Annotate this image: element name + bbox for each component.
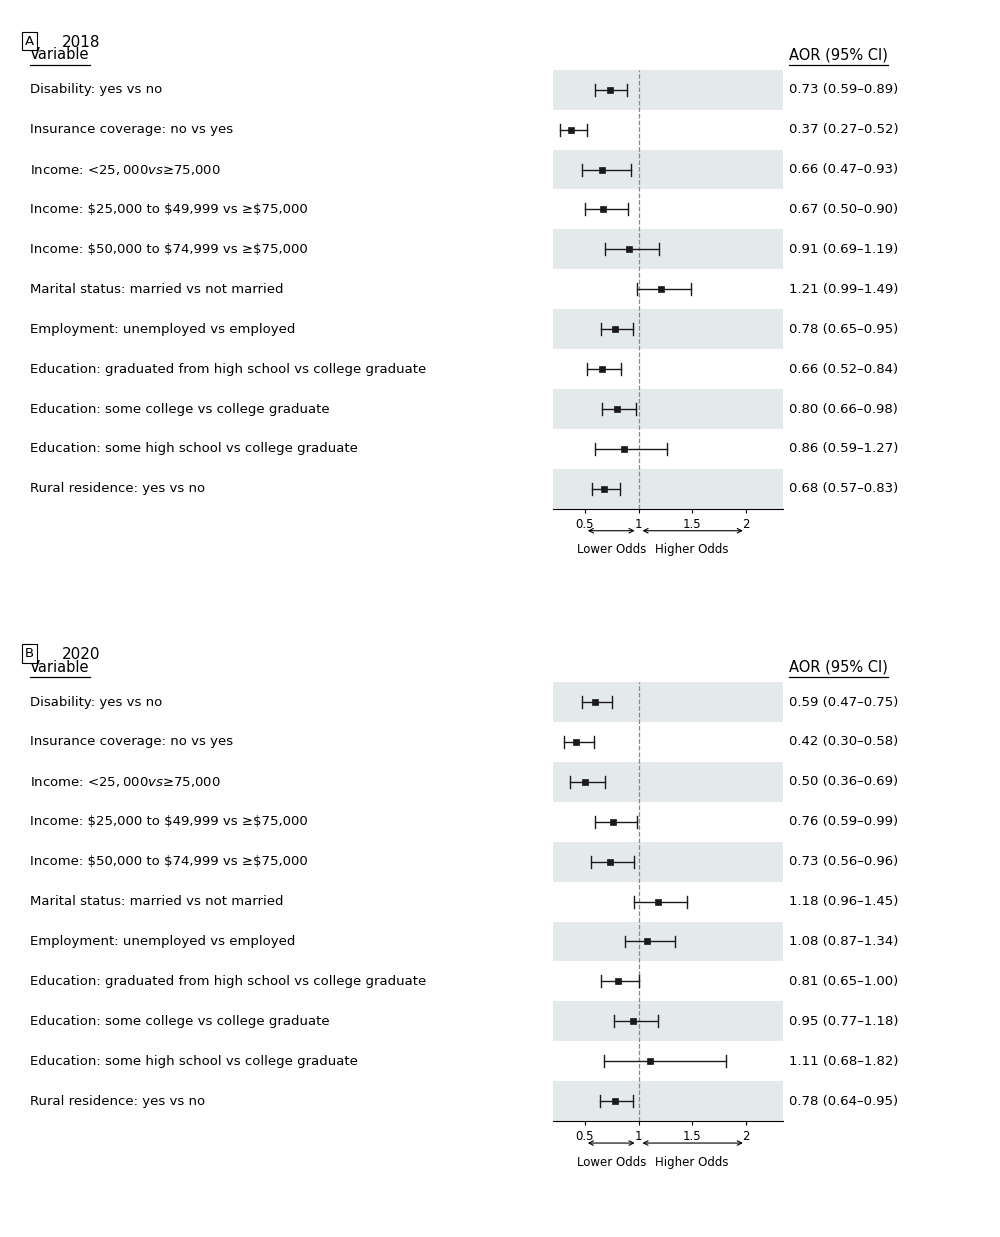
Text: B: B bbox=[25, 647, 34, 661]
Bar bbox=[553, 349, 783, 390]
Text: Rural residence: yes vs no: Rural residence: yes vs no bbox=[30, 1095, 205, 1107]
Text: 0.78 (0.65–0.95): 0.78 (0.65–0.95) bbox=[789, 323, 898, 335]
Text: Income: $25,000 to $49,999 vs ≥$75,000: Income: $25,000 to $49,999 vs ≥$75,000 bbox=[30, 203, 308, 216]
Text: Marital status: married vs not married: Marital status: married vs not married bbox=[30, 896, 284, 908]
Text: 0.80 (0.66–0.98): 0.80 (0.66–0.98) bbox=[789, 402, 898, 416]
Text: Education: graduated from high school vs college graduate: Education: graduated from high school vs… bbox=[30, 362, 426, 376]
Text: Lower Odds: Lower Odds bbox=[577, 543, 646, 557]
Text: 0.59 (0.47–0.75): 0.59 (0.47–0.75) bbox=[789, 695, 899, 709]
Bar bbox=[553, 722, 783, 762]
Text: 0.68 (0.57–0.83): 0.68 (0.57–0.83) bbox=[789, 482, 898, 495]
Text: 0.95 (0.77–1.18): 0.95 (0.77–1.18) bbox=[789, 1014, 899, 1028]
Bar bbox=[553, 189, 783, 229]
Bar bbox=[553, 229, 783, 270]
Text: Variable: Variable bbox=[30, 659, 90, 674]
Bar bbox=[553, 841, 783, 882]
Text: Employment: unemployed vs employed: Employment: unemployed vs employed bbox=[30, 323, 295, 335]
Bar bbox=[553, 802, 783, 841]
Text: 1.11 (0.68–1.82): 1.11 (0.68–1.82) bbox=[789, 1055, 899, 1068]
Text: Income: $50,000 to $74,999 vs ≥$75,000: Income: $50,000 to $74,999 vs ≥$75,000 bbox=[30, 242, 308, 256]
Text: Income: $25,000 to $49,999 vs ≥$75,000: Income: $25,000 to $49,999 vs ≥$75,000 bbox=[30, 815, 308, 829]
Bar bbox=[553, 69, 783, 110]
Text: A: A bbox=[25, 35, 34, 48]
Text: Employment: unemployed vs employed: Employment: unemployed vs employed bbox=[30, 935, 295, 948]
Text: 0.73 (0.59–0.89): 0.73 (0.59–0.89) bbox=[789, 83, 898, 96]
Text: 0.42 (0.30–0.58): 0.42 (0.30–0.58) bbox=[789, 736, 898, 748]
Text: 0.76 (0.59–0.99): 0.76 (0.59–0.99) bbox=[789, 815, 898, 829]
Text: Higher Odds: Higher Odds bbox=[655, 1155, 729, 1169]
Text: Lower Odds: Lower Odds bbox=[577, 1155, 646, 1169]
Text: 0.73 (0.56–0.96): 0.73 (0.56–0.96) bbox=[789, 855, 898, 868]
Text: Education: some high school vs college graduate: Education: some high school vs college g… bbox=[30, 1055, 358, 1068]
Text: Rural residence: yes vs no: Rural residence: yes vs no bbox=[30, 482, 205, 495]
Bar bbox=[553, 922, 783, 961]
Text: Disability: yes vs no: Disability: yes vs no bbox=[30, 83, 162, 96]
Text: Education: some college vs college graduate: Education: some college vs college gradu… bbox=[30, 1014, 330, 1028]
Text: Education: some high school vs college graduate: Education: some high school vs college g… bbox=[30, 443, 358, 455]
Text: 1.21 (0.99–1.49): 1.21 (0.99–1.49) bbox=[789, 283, 899, 296]
Bar bbox=[553, 762, 783, 802]
Text: 0.81 (0.65–1.00): 0.81 (0.65–1.00) bbox=[789, 975, 898, 988]
Bar bbox=[553, 270, 783, 309]
Text: Variable: Variable bbox=[30, 47, 90, 62]
Bar bbox=[553, 682, 783, 722]
Text: 0.78 (0.64–0.95): 0.78 (0.64–0.95) bbox=[789, 1095, 898, 1107]
Text: Disability: yes vs no: Disability: yes vs no bbox=[30, 695, 162, 709]
Bar bbox=[553, 429, 783, 469]
Bar bbox=[553, 1042, 783, 1081]
Text: 0.86 (0.59–1.27): 0.86 (0.59–1.27) bbox=[789, 443, 899, 455]
Text: 2018: 2018 bbox=[62, 35, 100, 49]
Text: 0.66 (0.52–0.84): 0.66 (0.52–0.84) bbox=[789, 362, 898, 376]
Text: Income: $50,000 to $74,999 vs ≥$75,000: Income: $50,000 to $74,999 vs ≥$75,000 bbox=[30, 855, 308, 868]
Bar bbox=[553, 309, 783, 349]
Bar bbox=[553, 469, 783, 508]
Text: 0.67 (0.50–0.90): 0.67 (0.50–0.90) bbox=[789, 203, 898, 216]
Text: Higher Odds: Higher Odds bbox=[655, 543, 729, 557]
Text: Marital status: married vs not married: Marital status: married vs not married bbox=[30, 283, 284, 296]
Text: 0.50 (0.36–0.69): 0.50 (0.36–0.69) bbox=[789, 776, 898, 788]
Text: AOR (95% CI): AOR (95% CI) bbox=[789, 659, 888, 674]
Bar bbox=[553, 882, 783, 922]
Bar bbox=[553, 390, 783, 429]
Text: Insurance coverage: no vs yes: Insurance coverage: no vs yes bbox=[30, 736, 233, 748]
Bar bbox=[553, 1081, 783, 1121]
Text: Income: <$25,000 vs ≥$75,000: Income: <$25,000 vs ≥$75,000 bbox=[30, 774, 221, 789]
Text: Education: some college vs college graduate: Education: some college vs college gradu… bbox=[30, 402, 330, 416]
Text: Income: <$25,000 vs ≥$75,000: Income: <$25,000 vs ≥$75,000 bbox=[30, 162, 221, 177]
Text: Insurance coverage: no vs yes: Insurance coverage: no vs yes bbox=[30, 124, 233, 136]
Text: 2020: 2020 bbox=[62, 647, 100, 662]
Text: Education: graduated from high school vs college graduate: Education: graduated from high school vs… bbox=[30, 975, 426, 988]
Text: 0.91 (0.69–1.19): 0.91 (0.69–1.19) bbox=[789, 242, 898, 256]
Text: 1.08 (0.87–1.34): 1.08 (0.87–1.34) bbox=[789, 935, 899, 948]
Bar bbox=[553, 1002, 783, 1042]
Text: 0.37 (0.27–0.52): 0.37 (0.27–0.52) bbox=[789, 124, 899, 136]
Bar bbox=[553, 110, 783, 150]
Bar bbox=[553, 150, 783, 189]
Text: 1.18 (0.96–1.45): 1.18 (0.96–1.45) bbox=[789, 896, 899, 908]
Text: 0.66 (0.47–0.93): 0.66 (0.47–0.93) bbox=[789, 163, 898, 176]
Bar bbox=[553, 961, 783, 1002]
Text: AOR (95% CI): AOR (95% CI) bbox=[789, 47, 888, 62]
